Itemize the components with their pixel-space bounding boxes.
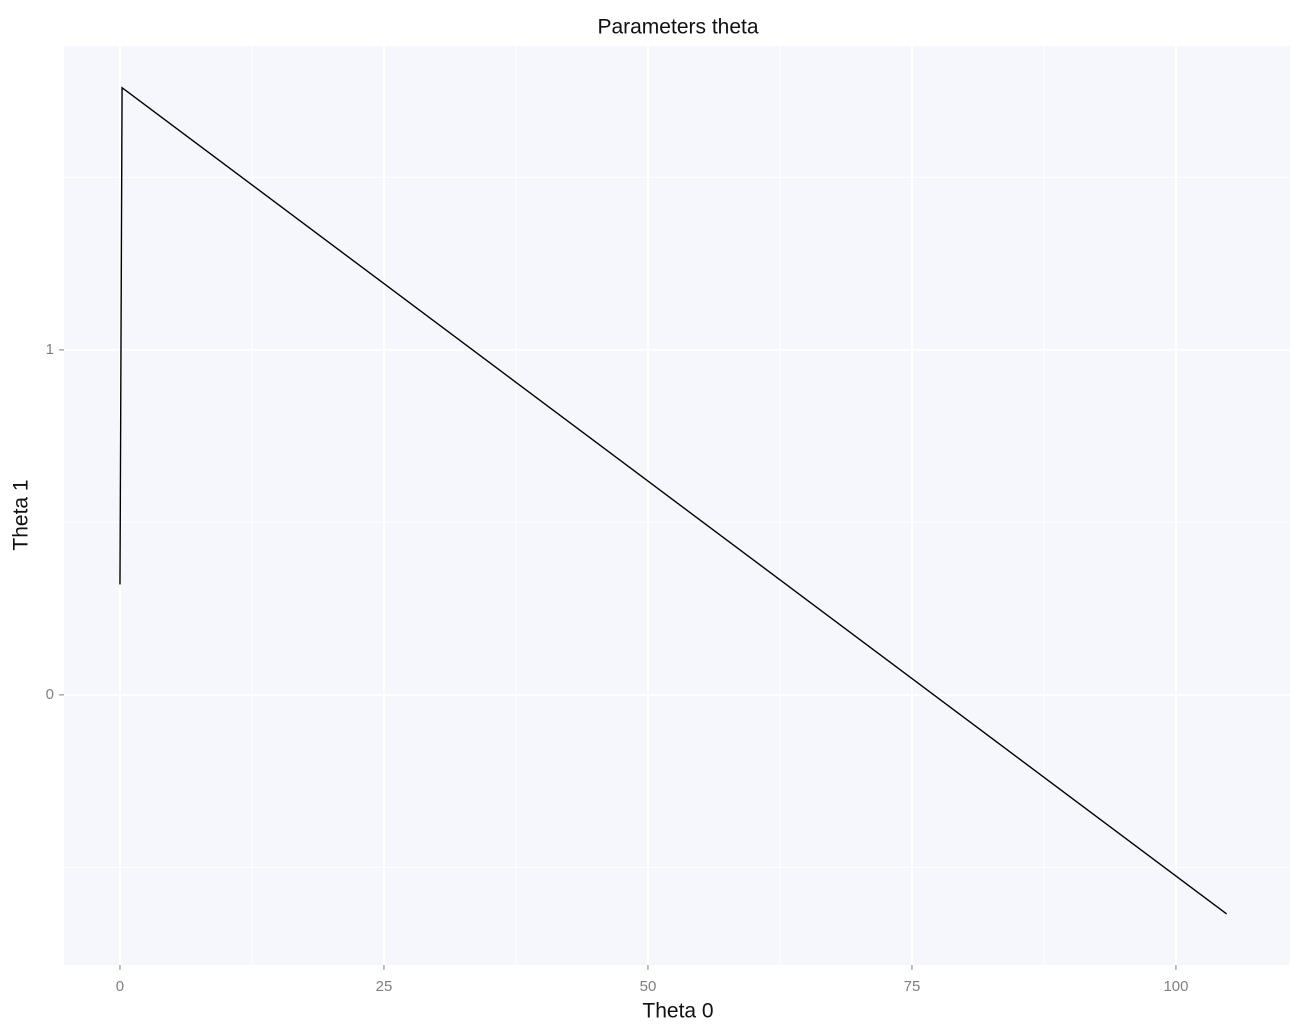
y-axis-label: Theta 1 xyxy=(10,479,33,550)
y-tick-label: 0 xyxy=(46,686,54,703)
chart-title: Parameters theta xyxy=(597,16,758,39)
x-axis-label: Theta 0 xyxy=(642,1000,713,1023)
x-tick-label: 100 xyxy=(1163,978,1188,995)
x-tick-label: 50 xyxy=(640,978,657,995)
data-line xyxy=(119,86,1228,915)
plot-panel xyxy=(64,46,1290,965)
y-tick-label: 1 xyxy=(46,341,54,358)
x-tick-label: 0 xyxy=(116,978,124,995)
x-tick-label: 75 xyxy=(904,978,921,995)
x-tick-label: 25 xyxy=(376,978,393,995)
